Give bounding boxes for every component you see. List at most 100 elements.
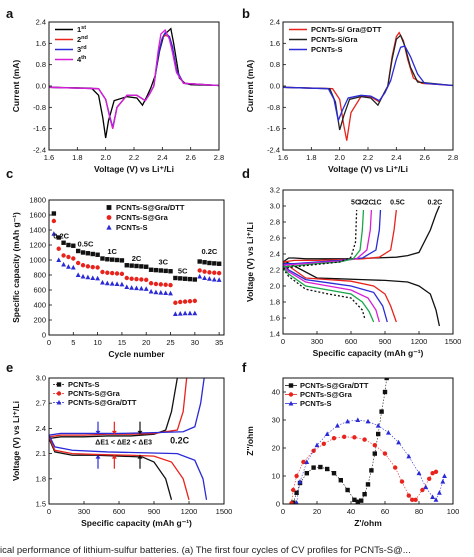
data-point-pcnts-s-gra: [399, 479, 405, 484]
y-tick-label: 1.6: [36, 39, 46, 48]
x-tick-label: 0: [281, 507, 285, 516]
y-tick-label: 1.8: [36, 474, 46, 483]
y-axis-label: Voltage (V) vs Li⁺/Li: [11, 401, 21, 481]
panel-letter: d: [242, 166, 250, 181]
data-point-pcnts-s: [197, 273, 203, 279]
data-point-pcnts-s-gra-dtt: [382, 389, 388, 395]
series-line-discharge-pcnts-s-gra-dtt: [49, 434, 208, 500]
data-point-pcnts-s-gra: [321, 441, 326, 446]
data-point-pcnts-s-gra: [212, 270, 217, 275]
legend-marker: [106, 224, 112, 230]
data-point-pcnts-s: [100, 279, 105, 285]
data-point-pcnts-s: [187, 310, 193, 316]
x-tick-label: 80: [415, 507, 423, 516]
data-point-pcnts-s-gra-dtt: [331, 471, 337, 476]
data-point-pcnts-s-gra: [352, 435, 357, 440]
x-tick-label: 2.0: [334, 153, 344, 162]
y-axis-label: Z''/ohm: [245, 426, 255, 456]
y-tick-label: 1000: [29, 256, 46, 265]
data-point-pcnts-s: [114, 281, 120, 286]
rate-annotation: 1C: [107, 247, 117, 256]
series-line-pcnts-s: [49, 378, 178, 440]
legend-marker: [56, 391, 62, 396]
x-axis-label: Voltage (V) vs Li⁺/Li: [94, 164, 174, 174]
y-tick-label: 1.4: [270, 330, 280, 339]
series-group: [289, 378, 447, 504]
data-point-pcnts-s: [365, 418, 371, 424]
data-point-pcnts-s-gra-dtt: [144, 264, 149, 269]
data-point-pcnts-s: [324, 431, 330, 436]
x-tick-label: 10: [93, 338, 101, 347]
x-tick-label: 2.8: [448, 153, 458, 162]
y-tick-label: 1.6: [270, 314, 280, 323]
data-point-pcnts-s-gra-dtt: [66, 242, 71, 248]
panel-f: f 0 20 40 60 80 100 0 10 20 30 40 Z'/ohm Z''/ohm PCNTs…: [242, 360, 459, 528]
data-point-pcnts-s-gra-dtt: [372, 451, 377, 456]
panel-b: b 1.6 1.8 2.0 2.2 2.4 2.6 2.8 -2.4 -1.6 -0.8 0.0 0.8…: [242, 6, 458, 174]
data-point-pcnts-s: [416, 470, 422, 476]
data-point-pcnts-s: [124, 284, 130, 289]
data-point-pcnts-s-gra-dtt: [207, 260, 212, 266]
data-point-pcnts-s-gra-dtt: [212, 261, 217, 266]
y-tick-label: 2.4: [36, 18, 46, 27]
data-point-pcnts-s-gra-dtt: [197, 259, 202, 264]
x-tick-label: 0: [47, 507, 51, 516]
data-point-pcnts-s-gra: [294, 473, 299, 479]
data-point-pcnts-s-gra-dtt: [376, 431, 381, 437]
rate-annotation: 1C: [373, 199, 382, 206]
legend-label: PCNTs-S@Gra: [68, 389, 121, 398]
y-tick-label: 20: [272, 444, 280, 453]
series-line-pcnts-s-gra: [283, 34, 453, 131]
data-point-pcnts-s-gra: [182, 299, 188, 304]
panel-d: d 0 300 600 900 1200 1500 1.4 1.6 1.8 2.0 2.2 2.4 2.6…: [242, 166, 461, 358]
data-point-pcnts-s-gra-dtt: [85, 251, 91, 256]
legend-label: 2nd: [77, 35, 88, 44]
panel-a: a 1.6 1.8 2.0 2.2 2.4 2.6 2.8 -2.4 -1.6 -0.8 0.0 0.8…: [6, 6, 224, 174]
data-point-pcnts-s-gra-dtt: [362, 492, 367, 497]
x-tick-label: 1.8: [306, 153, 316, 162]
legend-marker: [288, 392, 294, 397]
delta-e-arrowhead: [95, 430, 101, 435]
data-point-pcnts-s-gra-dtt: [153, 267, 159, 273]
x-tick-label: 600: [345, 337, 358, 346]
series-line-3rd: [49, 31, 219, 128]
figure-caption: ical performance of lithium-sulfur batte…: [0, 545, 411, 556]
data-point-pcnts-s-gra: [100, 269, 105, 275]
data-point-pcnts-s-gra: [105, 270, 110, 275]
x-tick-label: 2.2: [363, 153, 373, 162]
data-point-pcnts-s: [375, 422, 381, 428]
y-tick-label: -2.4: [267, 146, 280, 155]
y-tick-label: 2.0: [270, 282, 280, 291]
x-tick-label: 2.4: [157, 153, 167, 162]
x-tick-label: 1.8: [72, 153, 82, 162]
data-point-pcnts-s-gra: [139, 277, 144, 282]
data-point-pcnts-s-gra: [114, 271, 120, 276]
data-point-pcnts-s-gra-dtt: [95, 252, 100, 257]
data-point-pcnts-s: [119, 281, 125, 287]
data-point-pcnts-s: [433, 497, 439, 502]
plot-frame: [48, 21, 220, 151]
x-tick-label: 300: [78, 507, 91, 516]
data-point-pcnts-s-gra-dtt: [173, 275, 178, 281]
legend-label: PCNTs-S/ Gra@DTT: [311, 25, 382, 34]
x-tick-label: 300: [311, 337, 324, 346]
legend-label: PCNTs-S: [116, 223, 148, 232]
x-tick-label: 25: [166, 338, 174, 347]
data-point-pcnts-s-gra: [124, 275, 129, 281]
data-point-pcnts-s: [75, 272, 81, 277]
y-tick-label: 800: [33, 271, 46, 280]
data-point-pcnts-s-gra: [71, 256, 76, 261]
data-point-pcnts-s-gra-dtt: [114, 257, 120, 263]
y-tick-label: 2.8: [270, 218, 280, 227]
data-point-pcnts-s: [163, 290, 169, 295]
x-tick-label: 5: [71, 338, 75, 347]
series-line-pcnts-s-gra-dtt: [283, 31, 453, 141]
y-tick-label: 2.1: [36, 449, 46, 458]
panel-letter: e: [6, 360, 13, 375]
panel-letter: f: [242, 360, 247, 375]
data-point-pcnts-s: [51, 231, 57, 236]
rate-annotation: 0.5C: [390, 199, 405, 206]
series-line-2nd: [49, 34, 219, 129]
y-tick-label: 0: [276, 500, 280, 509]
data-point-pcnts-s: [294, 499, 299, 504]
